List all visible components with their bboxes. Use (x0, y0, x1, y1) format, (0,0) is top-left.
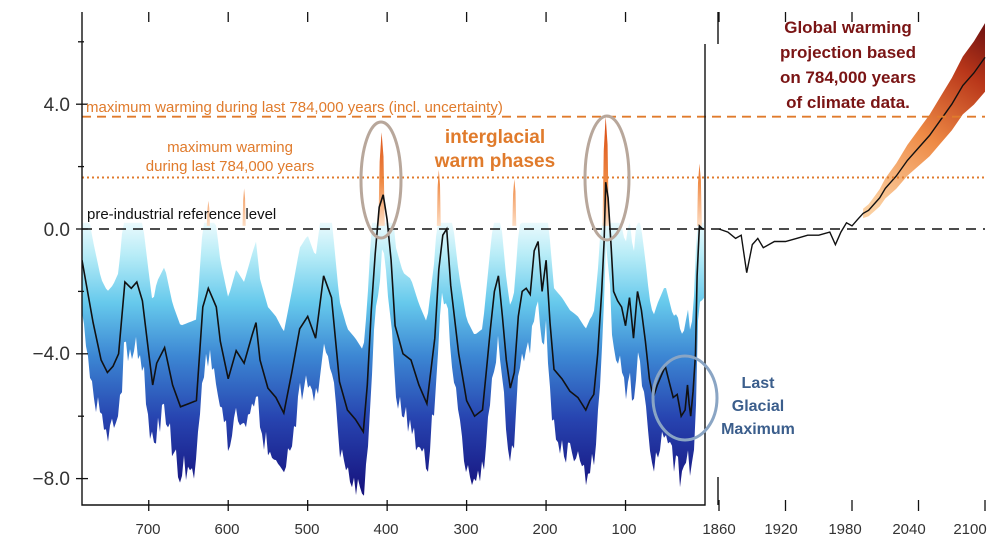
interglacial-spike (512, 179, 517, 226)
x-tick-label: 1920 (764, 521, 797, 538)
interglacial-label-line2: warm phases (434, 151, 555, 172)
y-tick-label: −8.0 (32, 469, 70, 490)
projection-label-line4: of climate data. (786, 93, 910, 112)
paleo-series-line (82, 182, 705, 435)
x-tick-label: 1860 (702, 521, 735, 538)
projection-uncertainty-band (863, 23, 985, 219)
reference-label-max-warming-line1: maximum warming (167, 139, 293, 156)
interglacial-spike (697, 163, 702, 226)
lgm-label-line1: Last (742, 375, 776, 392)
axes-frame (81, 12, 719, 506)
x-tick-label: 600 (214, 521, 239, 538)
paleo-frame (81, 12, 706, 506)
x-tick-label: 500 (294, 521, 319, 538)
x-tick-label: 200 (532, 521, 557, 538)
projection-plot (718, 23, 986, 273)
lgm-label-line2: Glacial (732, 398, 784, 415)
x-tick-label: 700 (135, 521, 160, 538)
interglacial-spikes (206, 116, 702, 226)
projection-series-line (718, 56, 986, 273)
paleo-plot (82, 116, 705, 496)
interglacial-highlight-ellipse (359, 120, 403, 240)
lgm-label-line3: Maximum (721, 421, 795, 438)
axis-ticks (76, 12, 986, 511)
reference-label-max-warming-line2: during last 784,000 years (146, 158, 314, 175)
x-tick-label: 300 (453, 521, 478, 538)
y-tick-label: 0.0 (44, 220, 70, 241)
reference-label-max-uncertainty: maximum warming during last 784,000 year… (86, 99, 503, 116)
lgm-highlight-ellipse (651, 354, 719, 442)
interglacial-highlight-ellipse (583, 114, 631, 242)
interglacial-spike (436, 169, 441, 226)
paleo-cold-band (82, 222, 704, 496)
interglacial-spike (242, 188, 246, 226)
interglacial-label-line1: interglacial (445, 127, 545, 148)
x-tick-label: 1980 (828, 521, 861, 538)
x-tick-label: 2040 (892, 521, 925, 538)
interglacial-spike (602, 116, 609, 226)
y-tick-label: −4.0 (32, 344, 70, 365)
projection-label-line1: Global warming (784, 18, 912, 37)
interglacial-spike (206, 200, 210, 226)
reference-label-pre-industrial: pre-industrial reference level (87, 206, 276, 223)
x-tick-label: 100 (611, 521, 636, 538)
projection-label-line3: on 784,000 years (780, 68, 916, 87)
projection-label-line2: projection based (780, 43, 916, 62)
y-tick-label: 4.0 (44, 95, 70, 116)
x-tick-label: 400 (373, 521, 398, 538)
x-tick-label: 2100 (953, 521, 986, 538)
